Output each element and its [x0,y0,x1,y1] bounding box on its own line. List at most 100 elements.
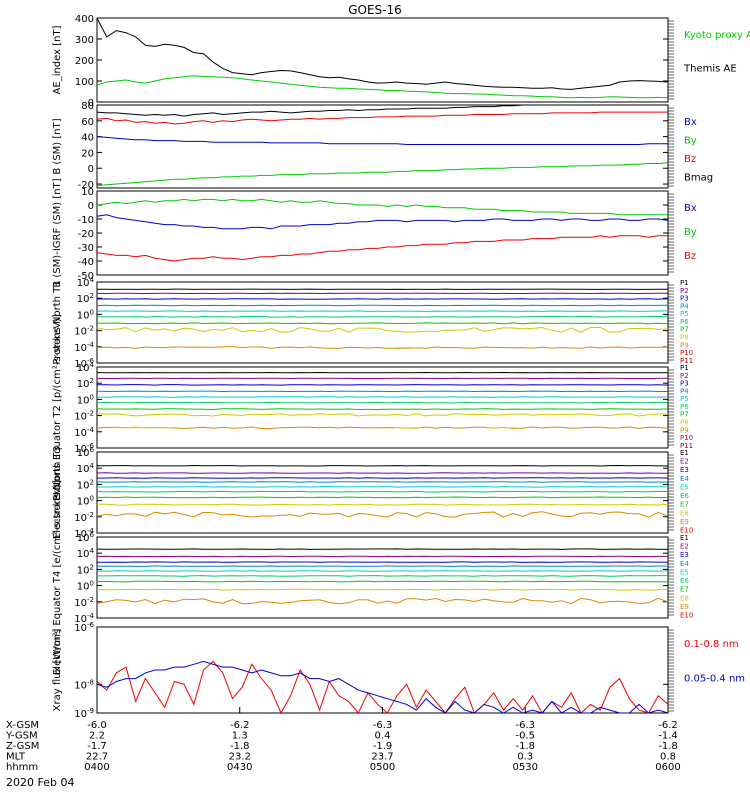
channel-label: E7 [680,501,689,509]
channel-line-e4 [96,565,668,567]
legend-label: 0.1-0.8 nm [684,639,739,650]
y-tick-label: 10-9 [74,707,94,720]
channel-label: P8 [680,419,689,427]
channel-line-e1 [96,548,669,550]
plot-title: GOES-16 [348,3,402,17]
ephemeris-value: -1.8 [230,741,250,752]
legend-label: By [684,135,697,146]
channel-label: E4 [680,475,689,483]
ephemeris-value: -1.9 [373,741,393,752]
channel-label: E5 [680,568,689,576]
legend-label: Bx [684,117,697,128]
ephemeris-value: -1.4 [658,731,678,742]
y-tick-label: 104 [77,547,95,560]
y-tick-label: 20 [81,148,94,159]
ephemeris-value: -1.7 [87,741,107,752]
ephemeris-value: 23.2 [229,752,251,763]
ephemeris-value: 0.8 [660,752,676,763]
channel-label: P8 [680,334,689,342]
y-tick-label: 0 [88,201,94,212]
y-axis-label: Electrons North T3 [52,446,63,539]
y-tick-label: -50 [78,271,94,282]
channel-line-p8 [96,326,669,333]
series-line-kyoto-proxy-ae [96,75,669,99]
y-tick-label: 10-6 [74,621,94,634]
y-tick-label: 102 [77,478,94,491]
series-line-bx [96,214,669,230]
y-tick-label: 10-2 [74,596,94,609]
legend-label: Bx [684,203,697,214]
channel-label: E6 [680,577,689,585]
channel-label: E5 [680,483,689,491]
y-tick-label: 100 [77,495,94,508]
panel-frame [96,366,669,449]
channel-line-e1 [97,464,668,467]
ephemeris-value: -6.2 [230,720,250,731]
panel-frame [96,17,669,103]
y-tick-label: 10-4 [74,426,94,439]
series-line-by [96,162,669,187]
channel-line-e2 [96,555,668,558]
panel-3: -50 -40 -30 -20 -10 0 10 B (SM)-IGRF (SM) [nT] B… [52,178,697,287]
channel-line-e6 [97,575,668,577]
y-tick-label: 104 [77,276,95,289]
channel-line-p5 [96,310,669,312]
y-tick-label: 10-4 [74,341,94,354]
series-line-bx [96,136,668,145]
panel-8: 10-9 10-8 10-6 Xray flux [W/m²] 0.1-0.8 nm 0.… [52,621,745,720]
y-tick-label: 300 [75,35,94,46]
channel-label: P7 [680,411,689,419]
y-axis-label: Protons Equator T2 [p/(cm²-s-sr-keV)] [52,314,63,501]
ephemeris-value: -1.8 [515,741,535,752]
y-tick-label: 60 [81,117,94,128]
ephemeris-value: 2.2 [89,731,105,742]
channel-label: E4 [680,560,689,568]
channel-label: E7 [680,586,689,594]
channel-line-p3 [96,298,669,300]
y-tick-label: 100 [77,580,94,593]
channel-line-p6 [96,315,669,318]
y-axis-label: B (SM)-IGRF (SM) [nT] [52,178,63,287]
ephemeris-value: 0530 [513,762,538,773]
ephemeris-value: 0430 [227,762,252,773]
y-tick-label: 10 [81,187,94,198]
x-axis-labels: X-GSM -6.0 -6.2 -6.3 -6.3 -6.2Y-GSM 2.2 1.3 0.4-… [5,707,681,773]
y-tick-label: 102 [77,377,94,390]
panel-frame [96,536,669,619]
y-tick-label: 40 [81,133,94,144]
legend-label: Bz [684,251,696,262]
channel-label: E9 [680,518,689,526]
channel-label: E10 [680,527,693,535]
channel-label: P3 [680,380,689,388]
panel-frame [96,626,669,714]
channel-line-e8 [96,503,669,506]
y-tick-label: -20 [78,180,94,191]
series-line-bz [96,111,668,125]
legend-label: Kyoto proxy AE [684,30,750,41]
channel-label: P4 [680,387,689,395]
y-tick-label: 102 [77,292,94,305]
channel-label: P5 [680,310,689,318]
channel-label: E1 [680,534,689,542]
channel-label: P10 [680,434,693,442]
channel-label: P11 [680,442,693,450]
channel-label: P6 [680,403,689,411]
channel-label: E6 [680,492,689,500]
channel-line-p9 [96,426,669,430]
ephemeris-value: 0500 [370,762,395,773]
ephemeris-value: -6.3 [515,720,535,731]
ephemeris-value: 23.7 [371,752,393,763]
channel-line-e7 [96,580,669,583]
ephemeris-row-label: Z-GSM [6,741,39,752]
channel-label: P6 [680,318,689,326]
series-line-bmag [96,104,668,117]
legend-label: By [684,227,697,238]
panel-frame [96,281,669,364]
channel-label: P2 [680,287,689,295]
legend-label: Bmag [684,172,713,183]
y-axis-label: Protons North T1 [52,280,63,364]
